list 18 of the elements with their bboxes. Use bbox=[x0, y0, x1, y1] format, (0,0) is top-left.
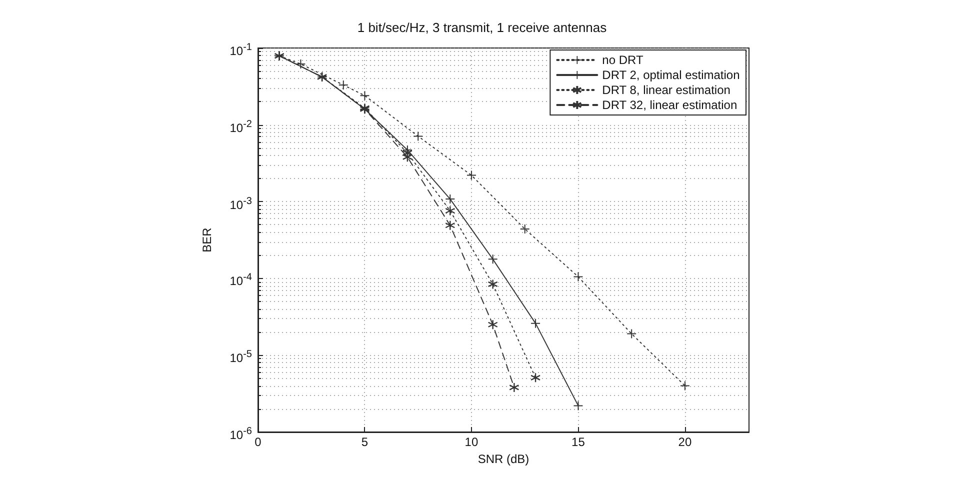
y-tick-label: 10$^{-1}$ bbox=[230, 41, 252, 59]
y-tick-label: 10$^{-3}$ bbox=[230, 194, 252, 213]
x-axis-title: SNR (dB) bbox=[478, 452, 530, 466]
x-tick-label: 20 bbox=[678, 435, 692, 449]
y-tick-label: 10$^{-4}$ bbox=[230, 271, 252, 290]
y-tick-label: 10$^{-2}$ bbox=[230, 118, 252, 136]
legend-label: no DRT bbox=[602, 53, 644, 67]
legend-label: DRT 32, linear estimation bbox=[602, 98, 738, 112]
x-tick-label: 5 bbox=[361, 435, 368, 449]
legend-label: DRT 8, linear estimation bbox=[602, 83, 730, 97]
y-tick-label: 10$^{-5}$ bbox=[230, 348, 252, 366]
chart-title: 1 bit/sec/Hz, 3 transmit, 1 receive antennas bbox=[357, 20, 608, 35]
y-tick-label: 10$^{-6}$ bbox=[230, 425, 252, 443]
x-tick-label: 15 bbox=[572, 435, 586, 449]
x-tick-label: 0 bbox=[254, 435, 262, 449]
y-axis-title: BER bbox=[200, 227, 214, 252]
legend-label: DRT 2, optimal estimation bbox=[602, 68, 740, 82]
x-tick-label: 10 bbox=[464, 435, 478, 449]
